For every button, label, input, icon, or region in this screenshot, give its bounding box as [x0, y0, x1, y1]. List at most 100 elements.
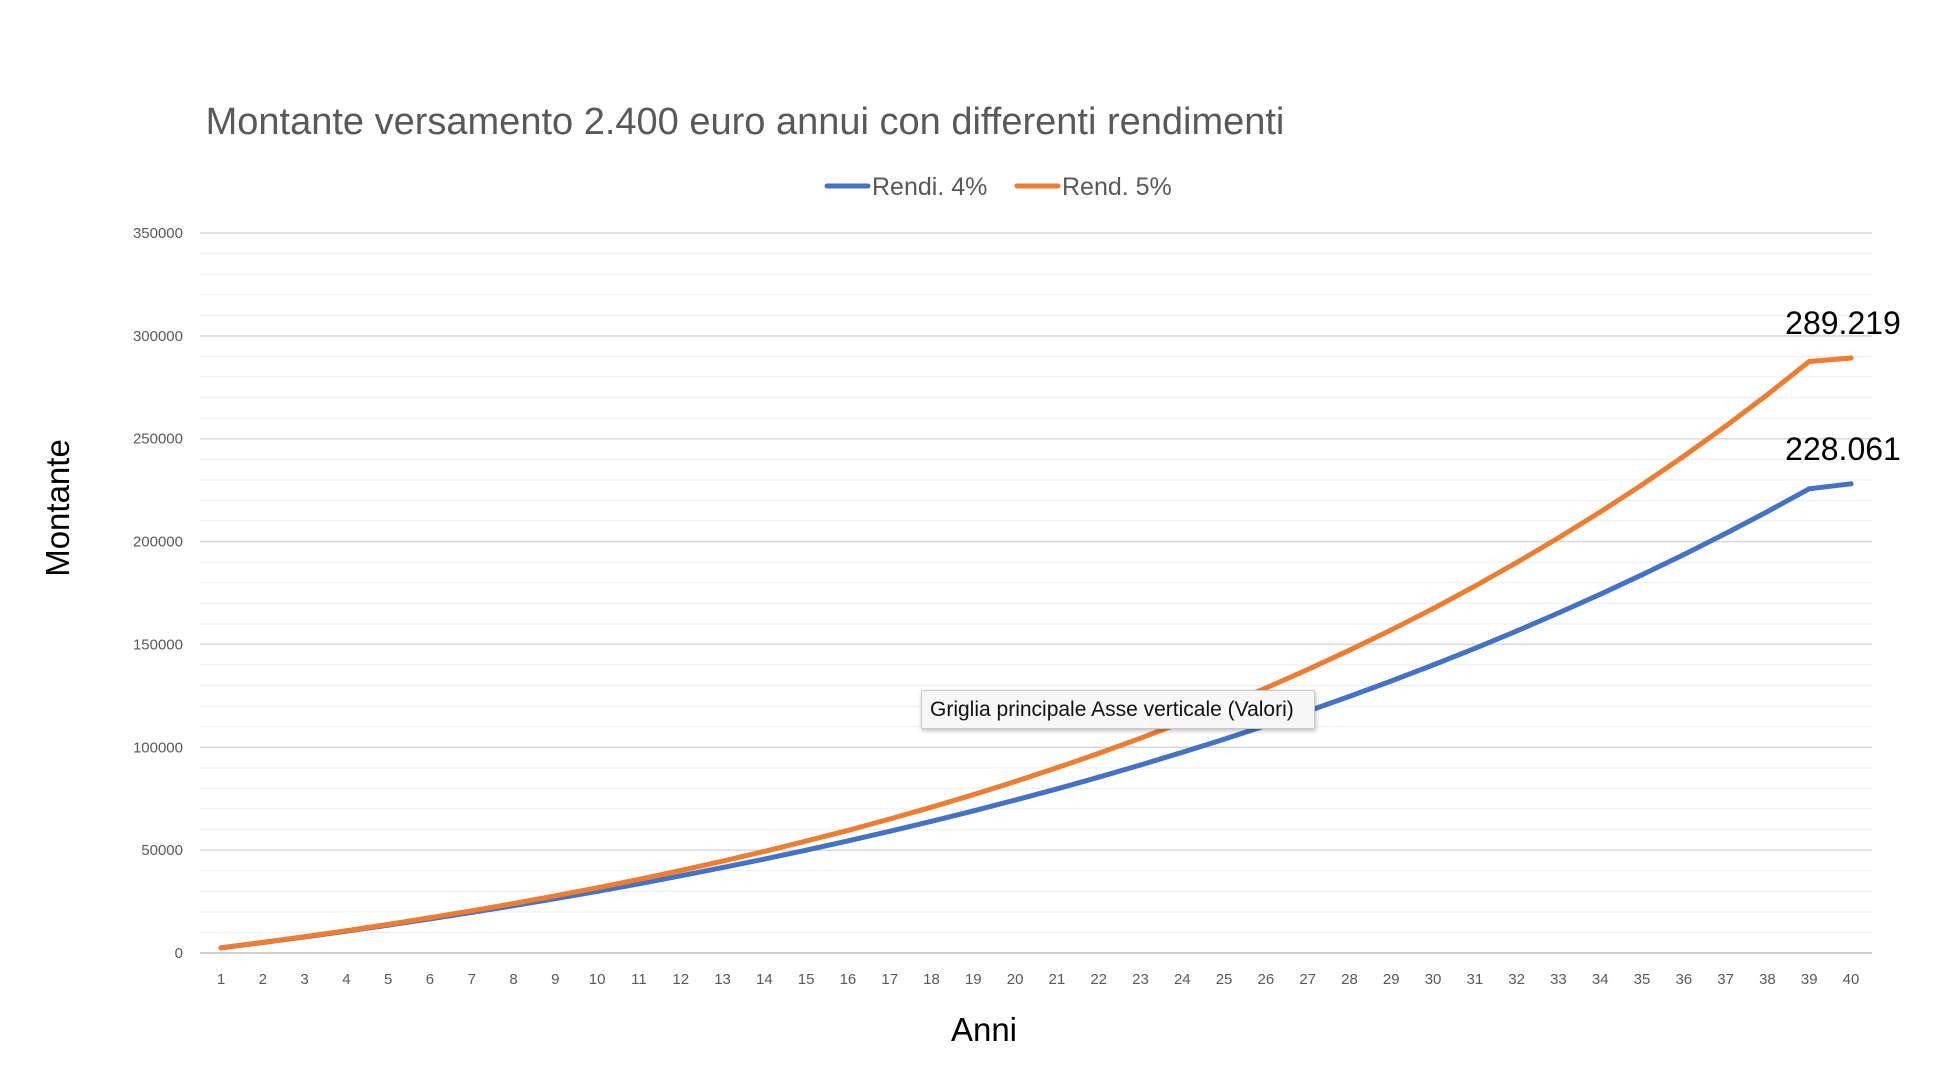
- x-tick-label: 7: [468, 971, 476, 988]
- y-tick-label: 0: [175, 945, 183, 962]
- data-point[interactable]: [1430, 662, 1436, 668]
- data-point[interactable]: [552, 893, 558, 899]
- x-tick-label: 11: [631, 971, 647, 988]
- x-tick-label: 13: [714, 971, 731, 988]
- data-point[interactable]: [469, 908, 475, 914]
- data-point[interactable]: [1639, 482, 1645, 488]
- data-point[interactable]: [1764, 509, 1770, 515]
- data-point[interactable]: [1054, 765, 1060, 771]
- x-tick-label: 1: [217, 971, 225, 988]
- x-tick-label: 27: [1299, 971, 1316, 988]
- y-axis-tick-labels: 0 50000 100000 150000 200000 250000 300000 3500…: [133, 225, 183, 962]
- data-point[interactable]: [218, 945, 224, 951]
- x-tick-label: 17: [881, 971, 898, 988]
- data-point[interactable]: [1096, 750, 1102, 756]
- data-point[interactable]: [761, 856, 767, 862]
- legend-label-rendi-4: Rendi. 4%: [872, 173, 987, 201]
- data-point[interactable]: [636, 881, 642, 887]
- data-point[interactable]: [1764, 392, 1770, 398]
- data-point[interactable]: [1388, 627, 1394, 633]
- x-tick-label: 29: [1383, 971, 1400, 988]
- data-point[interactable]: [761, 848, 767, 854]
- x-tick-label: 31: [1467, 971, 1484, 988]
- data-point[interactable]: [1179, 749, 1185, 755]
- data-point[interactable]: [970, 792, 976, 798]
- data-point[interactable]: [929, 818, 935, 824]
- data-point[interactable]: [1346, 693, 1352, 699]
- data-point[interactable]: [1597, 591, 1603, 597]
- data-point[interactable]: [803, 847, 809, 853]
- data-point[interactable]: [678, 873, 684, 879]
- data-point[interactable]: [1472, 583, 1478, 589]
- data-point[interactable]: [1806, 486, 1812, 492]
- y-tick-label: 50000: [141, 842, 183, 859]
- series-lines[interactable]: [218, 355, 1854, 951]
- data-point[interactable]: [427, 915, 433, 921]
- data-point[interactable]: [887, 816, 893, 822]
- x-tick-label: 9: [551, 971, 559, 988]
- data-point[interactable]: [343, 928, 349, 934]
- data-point[interactable]: [970, 808, 976, 814]
- data-point[interactable]: [1555, 535, 1561, 541]
- data-point[interactable]: [1012, 779, 1018, 785]
- data-point[interactable]: [887, 828, 893, 834]
- data-point[interactable]: [636, 876, 642, 882]
- data-point[interactable]: [1137, 762, 1143, 768]
- x-tick-label: 38: [1759, 971, 1776, 988]
- data-point[interactable]: [1472, 645, 1478, 651]
- data-point[interactable]: [1806, 359, 1812, 365]
- data-point[interactable]: [1514, 560, 1520, 566]
- data-point[interactable]: [1221, 736, 1227, 742]
- data-point[interactable]: [1054, 786, 1060, 792]
- data-point[interactable]: [1555, 610, 1561, 616]
- data-label: 228.061: [1785, 431, 1901, 467]
- x-tick-label: 6: [426, 971, 434, 988]
- data-point[interactable]: [1137, 735, 1143, 741]
- data-point[interactable]: [845, 827, 851, 833]
- series-line-rend-5[interactable]: [218, 355, 1854, 951]
- data-point[interactable]: [385, 921, 391, 927]
- x-tick-label: 8: [509, 971, 517, 988]
- legend[interactable]: Rendi. 4% Rend. 5%: [824, 173, 1172, 201]
- data-point[interactable]: [678, 867, 684, 873]
- data-point[interactable]: [720, 858, 726, 864]
- data-point[interactable]: [1346, 647, 1352, 653]
- data-point[interactable]: [1639, 572, 1645, 578]
- data-point[interactable]: [1848, 481, 1854, 487]
- data-point[interactable]: [1681, 453, 1687, 459]
- data-point[interactable]: [1848, 355, 1854, 361]
- x-axis-title: Anni: [951, 1011, 1017, 1048]
- x-tick-label: 25: [1216, 971, 1233, 988]
- x-tick-label: 14: [756, 971, 773, 988]
- data-point[interactable]: [594, 885, 600, 891]
- y-axis-title: Montante: [39, 439, 76, 577]
- data-point[interactable]: [1597, 509, 1603, 515]
- x-tick-label: 23: [1132, 971, 1149, 988]
- data-point[interactable]: [845, 838, 851, 844]
- data-point[interactable]: [1681, 552, 1687, 558]
- data-point[interactable]: [720, 865, 726, 871]
- data-labels: 289.219 228.061: [1785, 305, 1901, 467]
- x-tick-label: 21: [1049, 971, 1066, 988]
- data-point[interactable]: [302, 934, 308, 940]
- data-point[interactable]: [260, 939, 266, 945]
- data-point[interactable]: [1096, 774, 1102, 780]
- data-point[interactable]: [1263, 685, 1269, 691]
- data-point[interactable]: [1012, 797, 1018, 803]
- data-point[interactable]: [1723, 530, 1729, 536]
- x-tick-label: 35: [1634, 971, 1651, 988]
- data-point[interactable]: [1430, 606, 1436, 612]
- data-point[interactable]: [1305, 667, 1311, 673]
- chart-title: Montante versamento 2.400 euro annui con…: [206, 101, 1285, 143]
- data-point[interactable]: [803, 838, 809, 844]
- major-gridlines[interactable]: [200, 232, 1872, 954]
- minor-gridlines: [200, 232, 1872, 954]
- data-point[interactable]: [511, 900, 517, 906]
- x-tick-label: 39: [1801, 971, 1818, 988]
- data-point[interactable]: [1514, 628, 1520, 634]
- data-point[interactable]: [1388, 678, 1394, 684]
- data-point[interactable]: [1723, 423, 1729, 429]
- data-point[interactable]: [929, 804, 935, 810]
- y-tick-label: 250000: [133, 431, 183, 448]
- legend-label-rend-5: Rend. 5%: [1062, 173, 1172, 201]
